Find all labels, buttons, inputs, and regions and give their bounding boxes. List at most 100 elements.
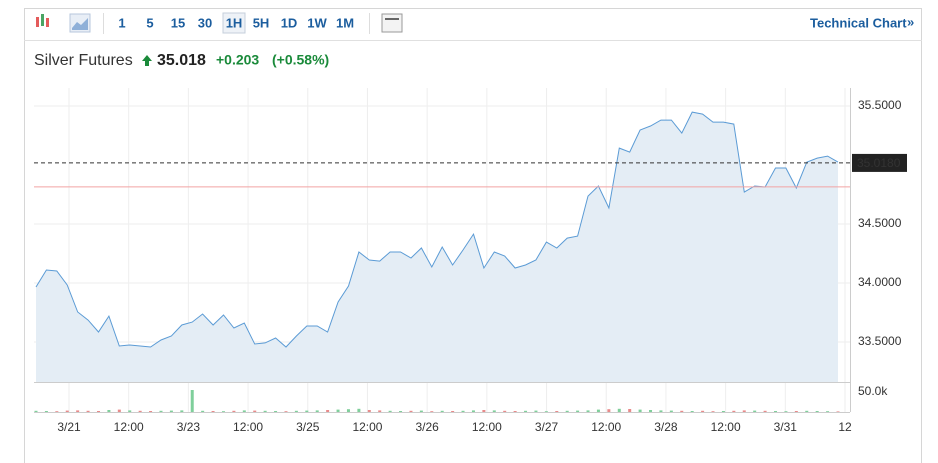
volume-bar [305, 410, 309, 412]
icon-part [46, 18, 49, 27]
active-button [222, 12, 246, 34]
volume-bar [34, 410, 38, 412]
volume-bar [471, 410, 475, 412]
y-tick-label: 34.0000 [858, 275, 902, 289]
area-icon-shape [72, 18, 88, 30]
y-tick-label: 34.5000 [858, 216, 902, 230]
volume-bar [221, 411, 225, 412]
volume-bar [721, 411, 725, 412]
volume-bar [253, 410, 257, 412]
volume-bar [232, 410, 236, 412]
volume-bar [596, 409, 600, 412]
technical-chart-link[interactable]: Technical Chart [810, 15, 907, 30]
volume-bar [159, 410, 163, 412]
volume-bar [784, 411, 788, 412]
volume-bar [242, 410, 246, 412]
volume-bar [96, 411, 100, 412]
header: Silver Futures 35.018 +0.203 (+0.58%) [34, 52, 329, 70]
x-tick-label: 12:00 [591, 420, 621, 434]
volume-bar [367, 410, 371, 412]
volume-bar [451, 411, 455, 412]
volume-bar [690, 411, 694, 412]
volume-bar [201, 410, 205, 412]
x-tick-label: 12:00 [233, 420, 263, 434]
volume-bar [701, 410, 705, 412]
interval-button[interactable]: 30 [198, 15, 212, 30]
last-price: 35.018 [157, 52, 206, 69]
x-tick-label: 12:00 [352, 420, 382, 434]
volume-bar [274, 411, 278, 412]
volume-bar [680, 410, 684, 412]
volume-bar [534, 410, 538, 412]
interval-button[interactable]: 1D [281, 15, 298, 30]
x-tick-label: 3/21 [57, 420, 81, 434]
volume-bar [711, 411, 715, 412]
change: +0.203 [216, 52, 259, 68]
volume-bar [492, 410, 496, 412]
x-tick-label: 12:00 [711, 420, 741, 434]
volume-bar [149, 411, 153, 412]
area [36, 112, 838, 382]
volume-bar [294, 410, 298, 412]
interval-button[interactable]: 5 [146, 15, 153, 30]
volume-bar [836, 411, 840, 412]
x-tick-label: 3/26 [415, 420, 439, 434]
volume-bar [346, 409, 350, 412]
volume-bar [586, 410, 590, 412]
volume-bar [336, 409, 340, 412]
change-percent: (+0.58%) [272, 52, 329, 68]
interval-button[interactable]: 1M [336, 15, 354, 30]
x-tick-label: 3/25 [296, 420, 320, 434]
volume-bar [326, 410, 330, 412]
volume-bar [388, 410, 392, 412]
volume-bar [409, 410, 413, 412]
volume-bar [513, 411, 517, 412]
y-tick-label: 33.5000 [858, 334, 902, 348]
volume-bar [76, 410, 80, 412]
x-tick-label: 3/27 [535, 420, 559, 434]
volume-bar [544, 411, 548, 412]
volume-bar [440, 410, 444, 412]
volume-bar [628, 409, 632, 412]
table-icon[interactable] [381, 13, 403, 33]
volume-bar [284, 411, 288, 412]
volume-bar [117, 409, 121, 412]
volume-bar [524, 410, 528, 412]
volume-bar [169, 410, 173, 412]
volume-bar [378, 410, 382, 412]
volume-bar [263, 410, 267, 412]
x-tick-label: 12 [838, 420, 852, 434]
last-price-box [852, 153, 907, 172]
volume-bar [669, 410, 673, 412]
instrument-name: Silver Futures [34, 52, 133, 69]
price-line [35, 111, 839, 348]
interval-button[interactable]: 5H [253, 15, 270, 30]
volume-bar [815, 411, 819, 412]
plot: Investing.com35.500034.500034.000033.500… [34, 88, 907, 434]
volume-bar [55, 411, 59, 412]
y-tick-label: 35.5000 [858, 98, 902, 112]
volume-bar [503, 410, 507, 412]
volume-bar [607, 409, 611, 412]
volume-bar [742, 410, 746, 412]
x-tick-label: 12:00 [472, 420, 502, 434]
interval-button[interactable]: 15 [171, 15, 185, 30]
volume-bar [461, 410, 465, 412]
up-arrow [142, 55, 152, 66]
candle-icon[interactable] [36, 14, 49, 27]
volume-bar [659, 410, 663, 412]
interval-button[interactable]: 1W [307, 15, 327, 30]
x-tick-label: 3/23 [177, 420, 201, 434]
volume-bar [128, 410, 132, 412]
volume-bar [774, 411, 778, 412]
volume-bar [565, 410, 569, 412]
interval-button[interactable]: 1 [118, 15, 125, 30]
icon-part [36, 17, 39, 27]
volume-tick-label: 50.0k [858, 384, 888, 398]
volume-bar [430, 411, 434, 412]
volume-bar [482, 410, 486, 412]
interval-button[interactable]: 1H [226, 15, 243, 30]
link-arrow: » [907, 14, 914, 29]
volume-bar [211, 411, 215, 412]
